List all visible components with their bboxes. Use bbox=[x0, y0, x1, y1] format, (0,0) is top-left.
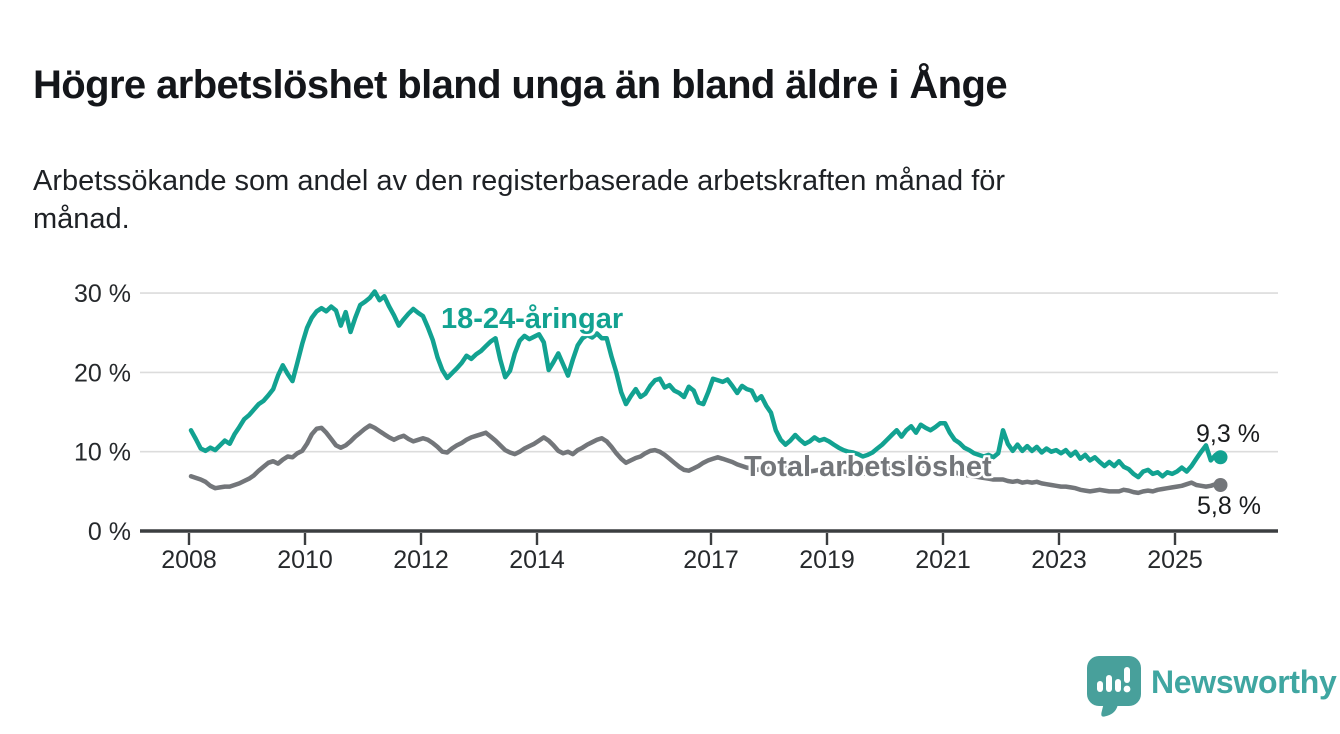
subtitle-line-2: månad. bbox=[33, 203, 130, 235]
x-axis-tick-label: 2023 bbox=[1031, 546, 1087, 574]
y-axis-tick-label: 10 % bbox=[74, 439, 131, 467]
page-title: Högre arbetslöshet bland unga än bland ä… bbox=[33, 62, 1008, 107]
newsworthy-bubble-icon bbox=[1087, 656, 1141, 717]
newsworthy-wordmark: Newsworthy bbox=[1151, 663, 1337, 700]
subtitle-line-1: Arbetssökande som andel av den registerb… bbox=[33, 165, 1006, 197]
x-axis-tick-label: 2014 bbox=[509, 546, 565, 574]
y-axis-tick-label: 30 % bbox=[74, 280, 131, 308]
x-axis-tick-label: 2017 bbox=[683, 546, 739, 574]
x-axis-tick-label: 2012 bbox=[393, 546, 449, 574]
series-line bbox=[188, 423, 1223, 496]
y-axis-tick-label: 0 % bbox=[88, 518, 131, 546]
x-axis-tick-label: 2010 bbox=[277, 546, 333, 574]
x-axis-tick-label: 2019 bbox=[799, 546, 855, 574]
series-line bbox=[188, 289, 1223, 480]
x-axis-tick-label: 2021 bbox=[915, 546, 971, 574]
x-axis-tick-label: 2025 bbox=[1147, 546, 1203, 574]
chart-subtitle: Arbetssökande som andel av den registerb… bbox=[33, 162, 1273, 238]
series-label-total: Total arbetslöshet bbox=[744, 451, 992, 483]
end-value-label-total: 5,8 % bbox=[1197, 492, 1261, 520]
series-label-young: 18-24-åringar bbox=[441, 303, 624, 335]
newsworthy-logo: Newsworthy bbox=[1086, 655, 1337, 717]
series-end-dot bbox=[1213, 478, 1228, 493]
series-end-dot bbox=[1213, 450, 1228, 465]
y-axis-tick-label: 20 % bbox=[74, 359, 131, 387]
end-value-label-young: 9,3 % bbox=[1196, 420, 1260, 448]
x-axis-tick-label: 2008 bbox=[161, 546, 217, 574]
